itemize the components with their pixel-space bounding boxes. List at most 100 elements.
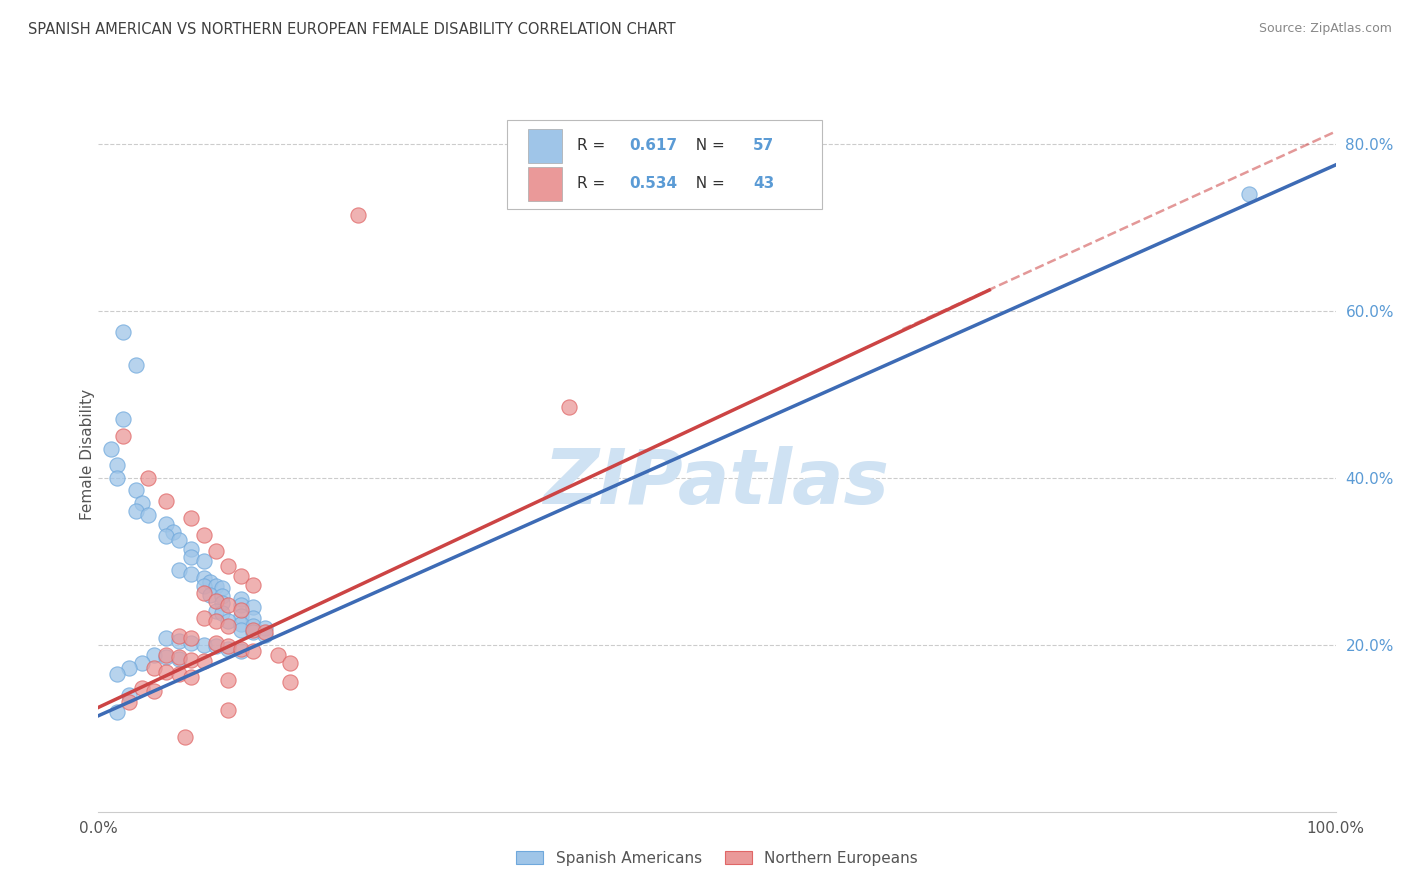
Point xyxy=(124,483,146,498)
Point xyxy=(136,508,159,523)
Text: 0.617: 0.617 xyxy=(630,138,678,153)
Point xyxy=(193,554,215,568)
Point xyxy=(155,650,177,665)
Point xyxy=(229,616,252,631)
Point xyxy=(143,683,166,698)
Point xyxy=(242,600,264,615)
Point xyxy=(118,694,141,708)
Point xyxy=(242,577,264,591)
Point xyxy=(229,591,252,606)
Point xyxy=(205,594,228,608)
Point xyxy=(180,669,202,683)
Point xyxy=(162,525,184,540)
Point xyxy=(167,633,190,648)
Point xyxy=(198,575,221,590)
Legend: Spanish Americans, Northern Europeans: Spanish Americans, Northern Europeans xyxy=(510,845,924,871)
Point xyxy=(105,667,128,681)
Point xyxy=(124,358,146,372)
Text: 43: 43 xyxy=(754,177,775,191)
Point xyxy=(211,606,233,620)
Point xyxy=(112,429,135,443)
Text: N =: N = xyxy=(686,177,730,191)
Point xyxy=(167,563,190,577)
Point xyxy=(229,642,252,657)
Point xyxy=(167,650,190,665)
FancyBboxPatch shape xyxy=(506,120,823,209)
Point xyxy=(131,496,153,510)
Text: R =: R = xyxy=(578,177,610,191)
Point xyxy=(217,598,239,612)
Point xyxy=(155,648,177,662)
Point xyxy=(229,623,252,637)
Point xyxy=(205,640,228,654)
Point xyxy=(229,608,252,623)
Point xyxy=(217,642,239,657)
Point xyxy=(205,579,228,593)
Point xyxy=(112,325,135,339)
Point xyxy=(217,619,239,633)
Point xyxy=(254,621,277,635)
Point xyxy=(193,655,215,669)
Point xyxy=(193,586,215,600)
Point xyxy=(180,511,202,525)
FancyBboxPatch shape xyxy=(527,128,562,163)
Point xyxy=(242,611,264,625)
Point xyxy=(198,588,221,602)
Point xyxy=(105,458,128,473)
Point xyxy=(167,533,190,548)
Point xyxy=(131,656,153,670)
Point xyxy=(105,471,128,485)
Point xyxy=(124,504,146,518)
Point xyxy=(105,705,128,719)
Point xyxy=(211,590,233,604)
Point xyxy=(229,598,252,612)
Point xyxy=(205,615,228,629)
Point xyxy=(155,665,177,679)
Point xyxy=(180,566,202,581)
Point xyxy=(267,648,290,662)
Point xyxy=(205,636,228,650)
Point xyxy=(131,681,153,696)
Point xyxy=(278,675,301,690)
Point xyxy=(155,516,177,531)
Point xyxy=(143,648,166,662)
Point xyxy=(180,541,202,556)
Point xyxy=(347,208,370,222)
Point xyxy=(229,644,252,658)
Point xyxy=(242,625,264,640)
Point xyxy=(180,550,202,565)
Point xyxy=(229,603,252,617)
Point xyxy=(118,688,141,702)
Point xyxy=(112,412,135,426)
Point xyxy=(193,579,215,593)
Point xyxy=(242,644,264,658)
Y-axis label: Female Disability: Female Disability xyxy=(80,389,94,521)
Point xyxy=(118,661,141,675)
Point xyxy=(217,703,239,717)
Point xyxy=(217,640,239,654)
Point xyxy=(136,471,159,485)
Point xyxy=(100,442,122,456)
Point xyxy=(254,628,277,642)
Point xyxy=(217,558,239,573)
Point xyxy=(155,494,177,508)
Point xyxy=(193,638,215,652)
Point xyxy=(155,529,177,543)
Point xyxy=(557,400,579,414)
Text: SPANISH AMERICAN VS NORTHERN EUROPEAN FEMALE DISABILITY CORRELATION CHART: SPANISH AMERICAN VS NORTHERN EUROPEAN FE… xyxy=(28,22,676,37)
Point xyxy=(211,581,233,595)
Point xyxy=(205,604,228,618)
Point xyxy=(174,730,197,744)
Text: N =: N = xyxy=(686,138,730,153)
Point xyxy=(143,661,166,675)
Point xyxy=(180,636,202,650)
Point xyxy=(180,631,202,645)
Point xyxy=(242,623,264,637)
Point xyxy=(229,569,252,583)
Text: ZIPatlas: ZIPatlas xyxy=(544,447,890,520)
Text: R =: R = xyxy=(578,138,610,153)
Point xyxy=(217,673,239,687)
Text: 57: 57 xyxy=(754,138,775,153)
Point xyxy=(193,527,215,541)
Point xyxy=(1237,187,1260,202)
